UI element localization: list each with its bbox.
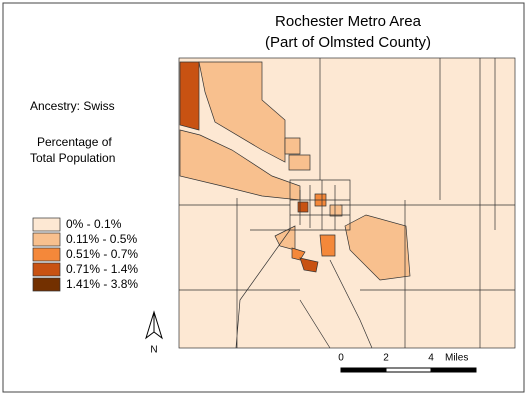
legend-label: 0.51% - 0.7% — [66, 247, 138, 261]
tract — [198, 61, 286, 163]
subject-label: Ancestry: Swiss — [30, 99, 115, 113]
map-subtitle: (Part of Olmsted County) — [265, 34, 431, 51]
tract — [329, 204, 343, 217]
legend-swatch — [32, 217, 61, 232]
scale-segment — [430, 367, 477, 373]
map-area — [178, 57, 516, 349]
tract — [179, 61, 200, 131]
tract — [284, 137, 301, 155]
legend-label: 1.41% - 3.8% — [66, 277, 138, 291]
scale-segment — [340, 367, 387, 373]
legend-label: 0.71% - 1.4% — [66, 262, 138, 276]
tract — [297, 201, 309, 213]
scale-segment — [385, 367, 432, 373]
tract — [344, 214, 411, 281]
map-title: Rochester Metro Area — [275, 13, 422, 30]
legend-swatch — [32, 262, 61, 277]
scale-label: 2 — [383, 353, 389, 364]
tract — [291, 247, 306, 261]
scale-unit: Miles — [445, 353, 468, 364]
legend-swatch — [32, 232, 61, 247]
north-arrow: N — [145, 310, 163, 356]
boundary — [289, 179, 351, 231]
measure-label: Total Population — [30, 151, 115, 165]
legend-label: 0% - 0.1% — [66, 217, 122, 231]
scale-label: 4 — [428, 353, 434, 364]
tract — [288, 154, 311, 171]
tract — [299, 257, 319, 273]
north-label: N — [150, 345, 157, 356]
boundary — [179, 58, 515, 349]
legend-swatch — [32, 277, 61, 292]
scale-bar: 0 2 4 Miles — [338, 353, 477, 373]
measure-label: Percentage of — [37, 135, 112, 149]
scale-label: 0 — [338, 353, 344, 364]
legend-label: 0.11% - 0.5% — [66, 232, 137, 246]
legend-swatch — [32, 247, 61, 262]
tract — [319, 234, 336, 257]
legend: 0% - 0.1%0.11% - 0.5%0.51% - 0.7%0.71% -… — [32, 217, 138, 292]
